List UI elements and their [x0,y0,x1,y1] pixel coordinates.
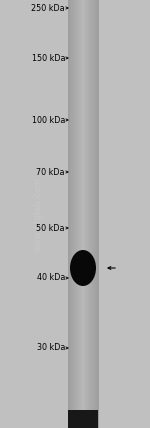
Text: 250 kDa: 250 kDa [31,3,65,12]
Bar [79,0,80,428]
Bar [76,0,77,428]
Text: 40 kDa: 40 kDa [37,273,65,282]
Bar [93,0,94,428]
Bar [70,0,71,428]
Bar [69,0,70,428]
Bar [92,0,93,428]
Bar [95,0,97,428]
Bar [71,0,73,428]
Ellipse shape [70,250,96,286]
Text: 30 kDa: 30 kDa [37,344,65,353]
Bar [89,0,90,428]
Bar [72,0,74,428]
Bar [92,0,93,428]
Bar [84,0,85,428]
Bar [91,0,92,428]
Bar [74,0,75,428]
Bar [85,0,86,428]
Bar [88,0,89,428]
Bar [83,0,84,428]
Bar [68,410,98,428]
Bar [75,0,76,428]
Bar [82,0,84,428]
Bar [96,0,97,428]
Bar [77,0,78,428]
Bar [75,0,76,428]
Bar [98,0,99,428]
Text: 150 kDa: 150 kDa [32,54,65,62]
Bar [86,0,87,428]
Text: 70 kDa: 70 kDa [36,167,65,176]
Text: www.ptglab.com: www.ptglab.com [33,176,42,252]
Bar [94,0,95,428]
Bar [97,0,98,428]
Text: 100 kDa: 100 kDa [32,116,65,125]
Bar [71,0,72,428]
Bar [85,0,87,428]
Bar [81,0,83,428]
Bar [68,0,70,428]
Text: 50 kDa: 50 kDa [36,223,65,232]
Bar [80,0,81,428]
Bar [87,0,88,428]
Bar [73,0,74,428]
Bar [90,0,91,428]
Bar [68,0,69,428]
Bar [88,0,90,428]
Bar [78,0,80,428]
Bar [94,0,96,428]
Bar [78,0,79,428]
Bar [81,0,82,428]
